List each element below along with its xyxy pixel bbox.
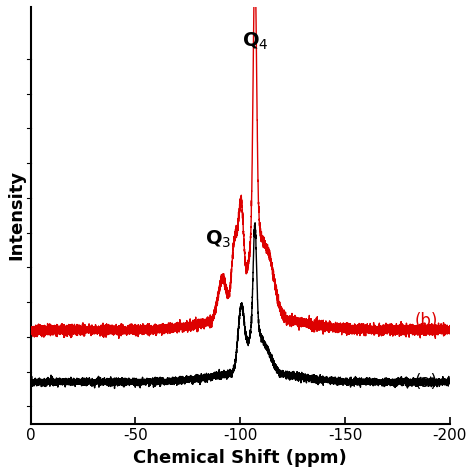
Text: (a): (a)	[414, 373, 437, 391]
Text: Q$_3$: Q$_3$	[206, 229, 232, 250]
Text: (b): (b)	[414, 312, 438, 330]
Y-axis label: Intensity: Intensity	[7, 170, 25, 260]
X-axis label: Chemical Shift (ppm): Chemical Shift (ppm)	[133, 449, 347, 467]
Text: Q$_4$: Q$_4$	[242, 31, 268, 52]
